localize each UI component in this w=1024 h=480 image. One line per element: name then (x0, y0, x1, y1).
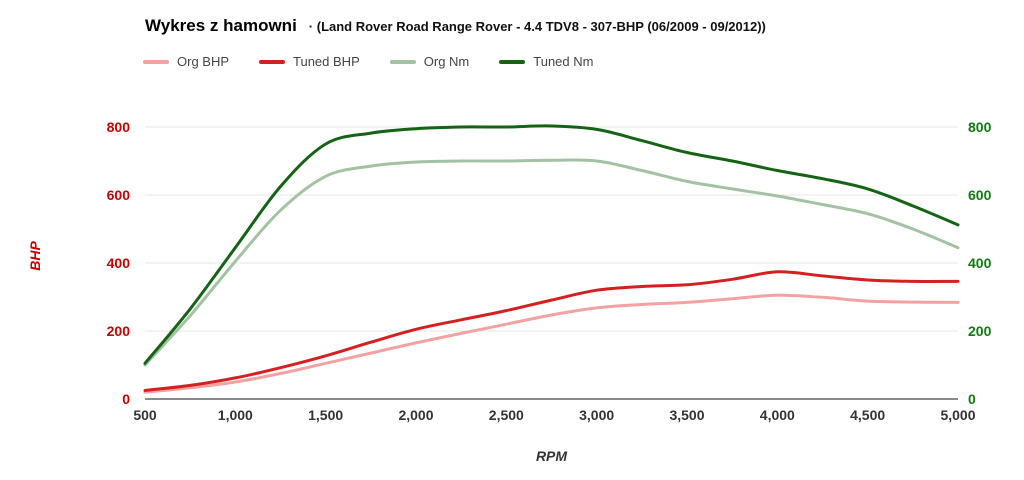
y-axis-left-tick: 800 (106, 119, 130, 135)
legend-swatch-icon (499, 59, 526, 64)
x-axis-tick: 4,500 (850, 407, 886, 423)
x-axis-tick: 2,000 (398, 407, 434, 423)
series-line-tuned-bhp (143, 270, 960, 392)
legend-label: Org Nm (423, 54, 470, 69)
y-axis-right-tick: 600 (968, 187, 992, 203)
legend-item-org-bhp: Org BHP (143, 54, 229, 69)
legend-label: Org BHP (177, 54, 230, 69)
y-axis-right-tick: 400 (968, 255, 992, 271)
x-axis-title-rpm: RPM (535, 448, 568, 464)
legend-swatch-icon (259, 59, 286, 64)
series-line-tuned-nm (143, 124, 960, 365)
page-title: Wykres z hamowni (145, 16, 297, 35)
chart-header: Wykres z hamowni · (Land Rover Road Rang… (145, 16, 766, 36)
y-axis-right-tick: 800 (968, 119, 992, 135)
series-line-org-bhp (143, 293, 960, 394)
chart-subtitle: · (Land Rover Road Range Rover - 4.4 TDV… (308, 19, 766, 34)
x-axis-tick: 1,500 (308, 407, 344, 423)
chart-legend: Org BHP Tuned BHP Org Nm Tuned Nm (143, 54, 593, 69)
y-axis-left-tick: 600 (106, 187, 130, 203)
y-axis-left-tick: 0 (122, 391, 130, 407)
x-axis-tick: 5,000 (940, 407, 976, 423)
y-axis-right-tick: 0 (968, 391, 976, 407)
legend-swatch-icon (389, 59, 416, 64)
legend-label: Tuned Nm (533, 54, 594, 69)
x-axis-tick: 4,000 (759, 407, 795, 423)
x-axis-tick: 2,500 (488, 407, 524, 423)
y-axis-left-tick: 400 (106, 255, 130, 271)
y-axis-title-bhp: BHP (27, 241, 43, 271)
legend-swatch-icon (143, 59, 169, 64)
y-axis-left-tick: 200 (106, 323, 130, 339)
x-axis-tick: 3,500 (669, 407, 705, 423)
x-axis-tick: 500 (133, 407, 157, 423)
legend-item-tuned-bhp: Tuned BHP (259, 54, 360, 69)
x-axis-tick: 1,000 (217, 407, 253, 423)
legend-item-tuned-nm: Tuned Nm (499, 54, 593, 69)
legend-label: Tuned BHP (293, 54, 360, 69)
y-axis-right-tick: 200 (968, 323, 992, 339)
legend-item-org-nm: Org Nm (389, 54, 470, 69)
x-axis-tick: 3,000 (579, 407, 615, 423)
series-line-org-nm (143, 158, 960, 367)
